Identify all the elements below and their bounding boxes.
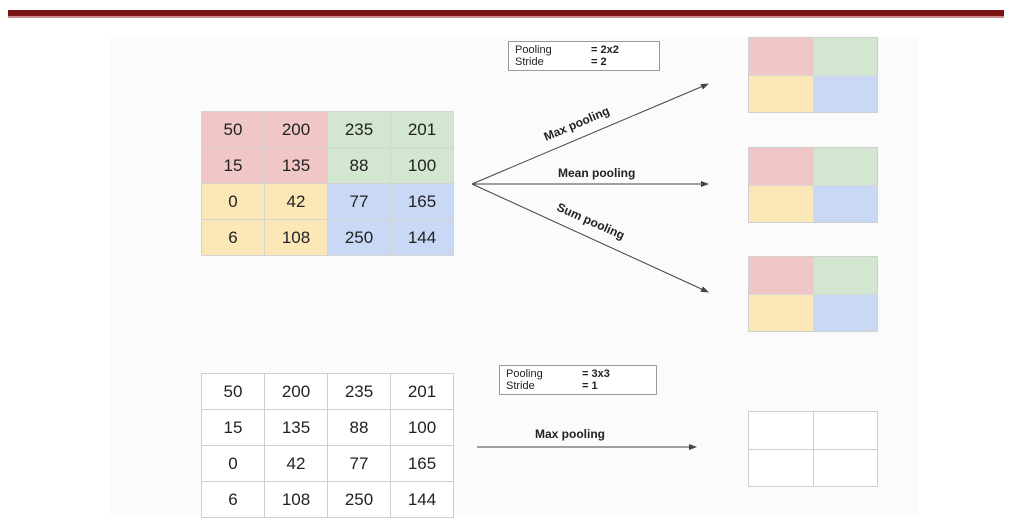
- output-max-pooling: [748, 37, 878, 113]
- matrix-cell: 144: [390, 219, 454, 256]
- matrix-cell: 108: [264, 219, 328, 256]
- output-cell: [749, 185, 813, 222]
- output-cell: [749, 38, 813, 75]
- matrix-cell: 165: [390, 183, 454, 220]
- matrix-cell: 15: [201, 147, 265, 184]
- arrow-max: [471, 83, 709, 185]
- label-max-pooling: Max pooling: [542, 104, 612, 144]
- pooling-value: = 2x2: [591, 44, 619, 56]
- pooling-config-box-bottom: Pooling = 3x3 Stride = 1: [499, 365, 657, 395]
- output-sum-pooling: [748, 256, 878, 332]
- output-cell: [749, 449, 813, 486]
- matrix-cell: 235: [327, 373, 391, 410]
- matrix-cell: 42: [264, 445, 328, 482]
- matrix-cell: 201: [390, 373, 454, 410]
- output-cell: [813, 257, 877, 294]
- matrix-cell: 235: [327, 111, 391, 148]
- output-cell: [749, 294, 813, 331]
- input-matrix-colored: 50 200 235 201 15 135 88 100 0 42 77 165…: [201, 111, 454, 256]
- matrix-cell: 6: [201, 219, 265, 256]
- output-cell: [813, 412, 877, 449]
- matrix-cell: 88: [327, 409, 391, 446]
- matrix-cell: 50: [201, 111, 265, 148]
- arrow-sum: [471, 183, 709, 293]
- matrix-cell: 135: [264, 409, 328, 446]
- pooling-label: Pooling: [515, 44, 552, 56]
- header-rule: [8, 10, 1004, 16]
- matrix-cell: 250: [327, 219, 391, 256]
- matrix-cell: 250: [327, 481, 391, 518]
- matrix-cell: 6: [201, 481, 265, 518]
- stride-label: Stride: [506, 380, 535, 392]
- matrix-cell: 77: [327, 445, 391, 482]
- matrix-cell: 100: [390, 147, 454, 184]
- pooling-label: Pooling: [506, 368, 543, 380]
- output-cell: [813, 75, 877, 112]
- label-sum-pooling: Sum pooling: [555, 200, 627, 242]
- stride-label: Stride: [515, 56, 544, 68]
- output-cell: [749, 148, 813, 185]
- matrix-cell: 42: [264, 183, 328, 220]
- output-max-pooling-empty: [748, 411, 878, 487]
- matrix-cell: 108: [264, 481, 328, 518]
- matrix-cell: 144: [390, 481, 454, 518]
- stride-value: = 1: [582, 380, 598, 392]
- output-cell: [749, 75, 813, 112]
- output-cell: [813, 294, 877, 331]
- output-cell: [813, 185, 877, 222]
- pooling-config-box: Pooling = 2x2 Stride = 2: [508, 41, 660, 71]
- header-rule-accent: [8, 16, 1004, 18]
- label-mean-pooling: Mean pooling: [558, 166, 635, 180]
- matrix-cell: 135: [264, 147, 328, 184]
- output-mean-pooling: [748, 147, 878, 223]
- output-cell: [813, 148, 877, 185]
- label-bottom-max-pooling: Max pooling: [535, 427, 605, 441]
- input-matrix-plain: 50 200 235 201 15 135 88 100 0 42 77 165…: [201, 373, 454, 518]
- matrix-cell: 201: [390, 111, 454, 148]
- matrix-cell: 0: [201, 183, 265, 220]
- output-cell: [813, 449, 877, 486]
- output-cell: [749, 412, 813, 449]
- pooling-value: = 3x3: [582, 368, 610, 380]
- stride-value: = 2: [591, 56, 607, 68]
- matrix-cell: 200: [264, 111, 328, 148]
- output-cell: [813, 38, 877, 75]
- output-cell: [749, 257, 813, 294]
- matrix-cell: 88: [327, 147, 391, 184]
- matrix-cell: 77: [327, 183, 391, 220]
